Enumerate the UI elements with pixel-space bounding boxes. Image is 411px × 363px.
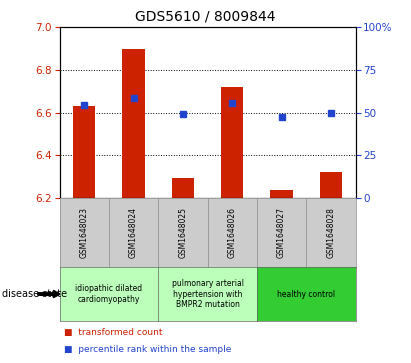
- Text: GSM1648026: GSM1648026: [228, 207, 237, 258]
- Text: GSM1648025: GSM1648025: [178, 207, 187, 258]
- Bar: [172, 178, 194, 198]
- Text: healthy control: healthy control: [277, 290, 335, 298]
- Bar: [73, 106, 95, 198]
- Text: GSM1648024: GSM1648024: [129, 207, 138, 258]
- Text: disease state: disease state: [2, 289, 67, 299]
- Text: GSM1648028: GSM1648028: [326, 207, 335, 258]
- Bar: [270, 190, 293, 198]
- Text: GSM1648023: GSM1648023: [80, 207, 89, 258]
- Text: GDS5610 / 8009844: GDS5610 / 8009844: [135, 9, 276, 23]
- Text: idiopathic dilated
cardiomyopathy: idiopathic dilated cardiomyopathy: [75, 284, 143, 304]
- Text: ■  transformed count: ■ transformed count: [64, 328, 162, 337]
- Text: ■  percentile rank within the sample: ■ percentile rank within the sample: [64, 345, 231, 354]
- Bar: [122, 49, 145, 198]
- Text: pulmonary arterial
hypertension with
BMPR2 mutation: pulmonary arterial hypertension with BMP…: [171, 279, 244, 309]
- Bar: [320, 172, 342, 198]
- Text: GSM1648027: GSM1648027: [277, 207, 286, 258]
- Bar: [221, 87, 243, 198]
